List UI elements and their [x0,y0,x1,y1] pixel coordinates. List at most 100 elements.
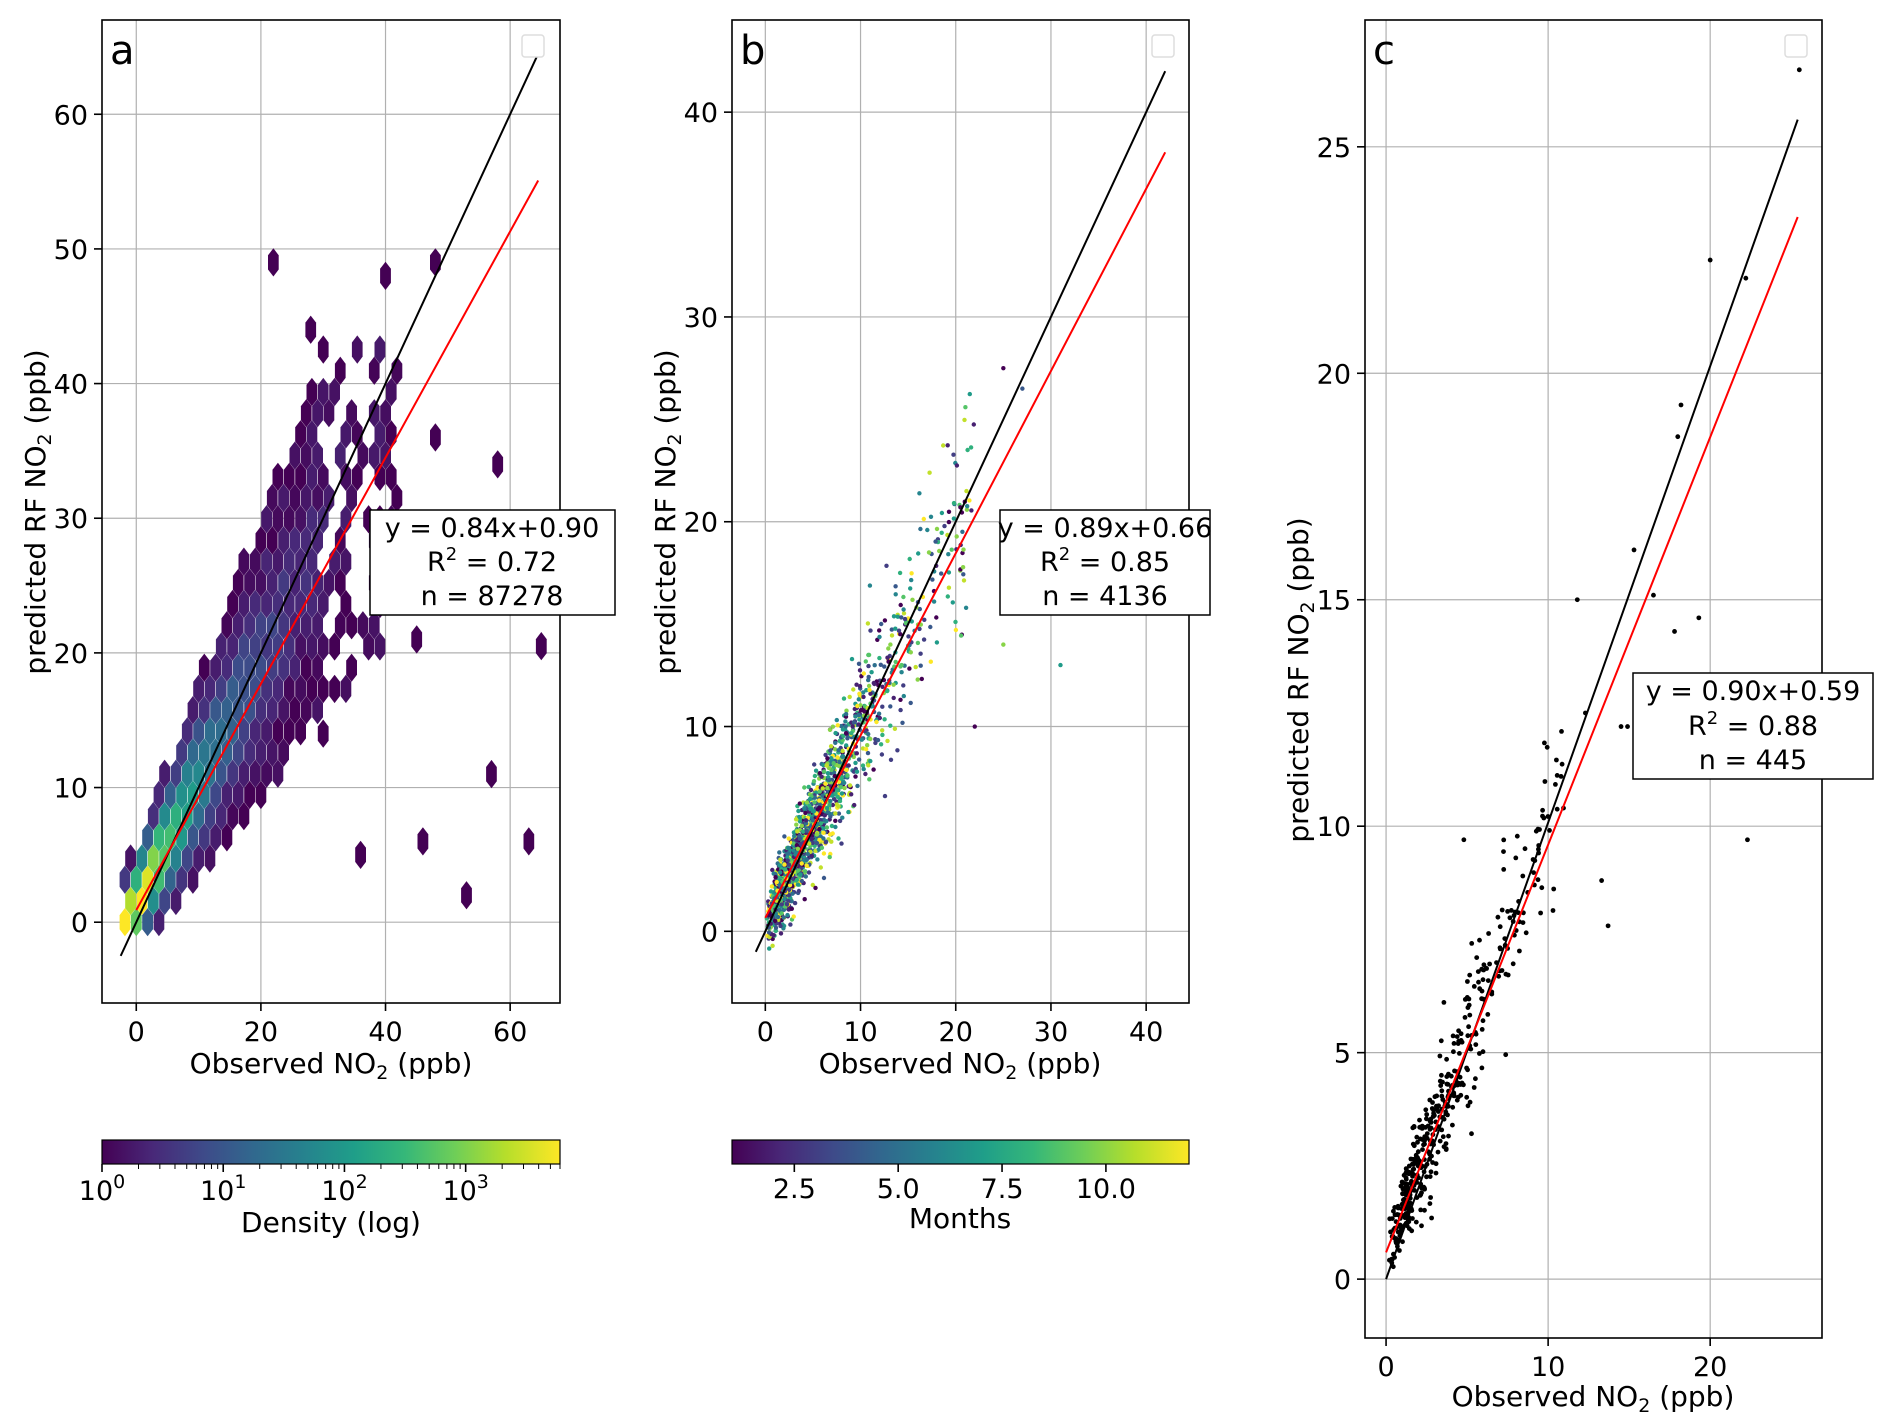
scatter-point [1411,1124,1417,1130]
hexbin-cell [283,505,295,534]
scatter-point-notable [1605,923,1611,929]
scatter-point [866,674,871,680]
scatter-point [877,628,882,633]
scatter-point [821,817,826,822]
scatter-point [1438,1038,1444,1044]
scatter-point [1497,924,1503,930]
scatter-point [1424,1116,1429,1122]
scatter-point [1467,1012,1473,1018]
scatter-point [1411,1166,1417,1172]
scatter-point [908,586,913,591]
scatter-point [796,888,802,894]
scatter-point [839,723,844,729]
scatter-point [838,785,843,790]
hexbin-cell [357,441,369,470]
hexbin-cell [261,632,272,661]
hexbin-cell [306,377,318,407]
scatter-point [1531,870,1536,875]
hexbin-cell [340,674,352,704]
scatter-point [875,737,881,743]
scatter-point [926,550,932,555]
hexbin-outlier [535,632,547,661]
hexbin-cell [334,568,346,597]
hexbin-cell [181,844,193,873]
hexbin-cell [374,335,386,364]
scatter-point [812,800,817,805]
scatter-point [958,633,964,638]
scatter-point [968,445,974,450]
scatter-point [888,757,894,762]
scatter-point [885,738,890,744]
scatter-point [824,825,830,830]
hexbin-cell [272,547,284,576]
scatter-point [898,602,903,608]
scatter-point [961,547,966,552]
hexbin-cell [357,611,369,640]
colorbar-tick-label: 100 [79,1171,125,1207]
hexbin-cell [346,611,357,640]
y-tick-label: 20 [684,508,718,539]
scatter-point [1510,961,1516,967]
scatter-point [805,851,810,857]
scatter-point [921,516,926,522]
hexbin-outlier [417,827,429,856]
hexbin-cell [317,674,329,704]
scatter-point [854,769,860,774]
scatter-point [841,696,847,701]
scatter-point [823,752,828,758]
scatter-point [1558,774,1564,779]
scatter-point [967,498,972,503]
scatter-point [868,758,873,764]
scatter-point [788,922,793,927]
hexbin-cell [187,823,199,852]
hexbin-cell [283,547,295,576]
scatter-point [907,556,912,562]
hexbin-cell [295,589,306,619]
hexbin-cell [272,462,284,491]
scatter-point [798,872,803,877]
panel-a-ylabel: predicted RF NO2 (ppb) [19,349,56,674]
scatter-point [1427,1174,1433,1179]
scatter-point [866,731,871,737]
scatter-point [967,391,972,397]
hexbin-cell [227,589,238,619]
scatter-point [868,691,873,696]
scatter-point [825,806,830,811]
scatter-point [1403,1185,1408,1191]
scatter-point [1503,1052,1509,1058]
hexbin-cell [278,611,289,640]
scatter-point [880,704,885,709]
scatter-point [833,818,838,823]
hexbin-cell [238,717,250,746]
scatter-point [893,626,898,631]
scatter-point [835,755,840,760]
scatter-point [1437,1078,1443,1084]
scatter-point [928,659,933,664]
scatter-point [1496,973,1502,979]
scatter-point [953,619,958,625]
scatter-point [1471,1085,1477,1090]
scatter-point [791,848,796,853]
panel-a-xlabel: Observed NO2 (ppb) [190,1047,473,1084]
scatter-point [867,777,872,782]
scatter-point [843,711,849,717]
hexbin-cell [244,611,255,640]
scatter-point [818,821,823,826]
scatter-point [810,840,815,846]
scatter-point [781,926,786,931]
scatter-point [833,740,838,745]
scatter-point [939,530,944,535]
hexbin-cell [272,759,284,788]
hexbin-cell [306,505,318,534]
scatter-point [946,552,951,557]
scatter-point [836,811,842,816]
scatter-point-notable [1707,257,1713,263]
panel-b-xlabel: Observed NO2 (ppb) [819,1047,1102,1084]
hexbin-cell [232,738,244,767]
hexbin-cell [159,886,170,916]
hexbin-cell [289,483,301,513]
scatter-point [827,854,832,860]
scatter-point [789,906,794,911]
scatter-point [856,722,861,727]
panel-c-lines [1385,119,1799,1280]
